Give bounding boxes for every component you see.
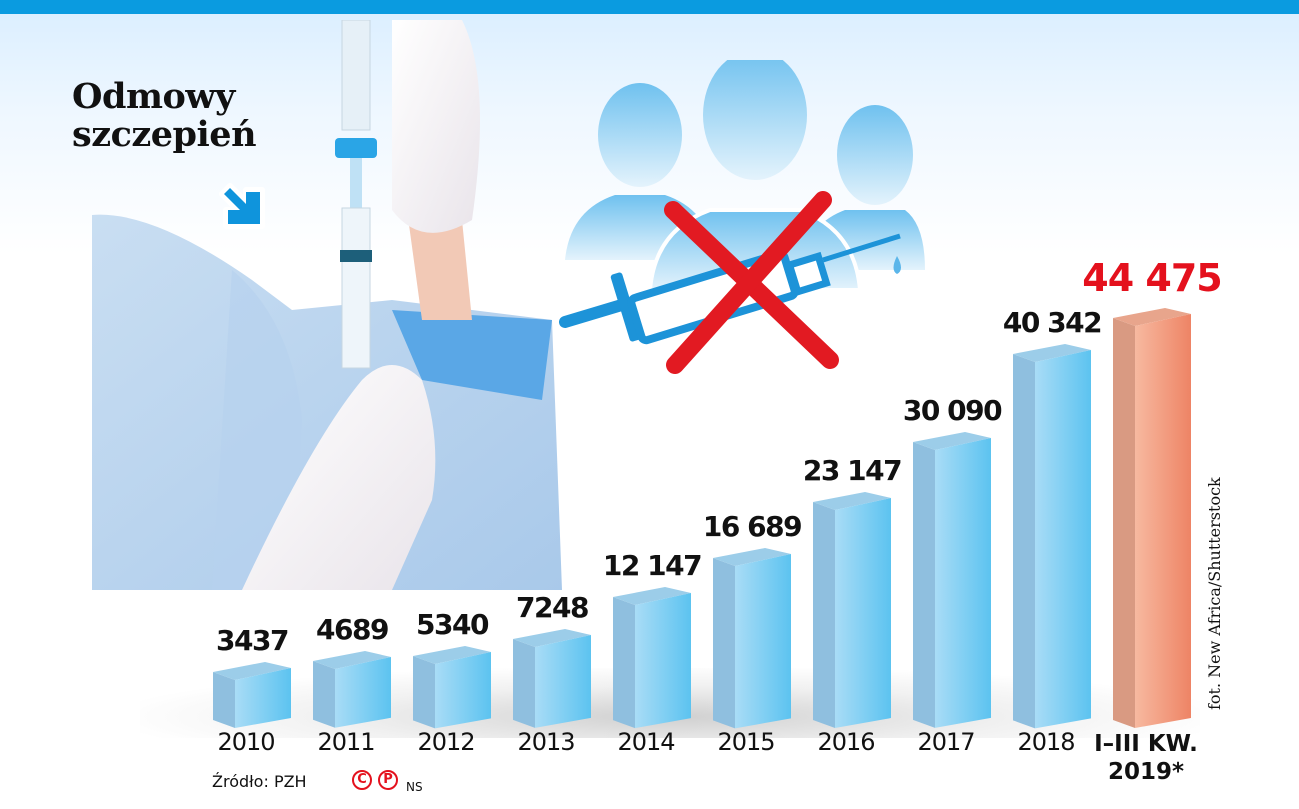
- bar-9: [1113, 306, 1191, 728]
- people-group-icon: [559, 60, 925, 374]
- x-axis-label: 2015: [717, 728, 775, 756]
- phonogram-icon: P: [378, 770, 398, 790]
- bar-value-label: 3437: [216, 624, 289, 657]
- bar-value-label: 40 342: [1002, 305, 1103, 339]
- bar-5: [713, 546, 791, 728]
- x-axis-label: 2010: [217, 728, 275, 756]
- bar-value-label: 4689: [316, 613, 389, 647]
- x-axis-label: 2017: [917, 728, 975, 756]
- bar-0: [213, 660, 291, 728]
- copyright-icon: C: [352, 770, 372, 790]
- bar-4: [613, 585, 691, 728]
- title-line-2: szczepień: [72, 114, 257, 155]
- agency-label: NS: [406, 780, 423, 794]
- source-label: Źródło: PZH: [212, 772, 307, 791]
- bar-value-label: 7248: [516, 591, 589, 625]
- top-accent-bar: [0, 0, 1299, 14]
- bar-value-label: 23 147: [802, 453, 903, 487]
- photo-credit: fot. New Africa/Shutterstock: [1205, 477, 1224, 710]
- title-line-1: Odmowy: [72, 76, 235, 117]
- bar-3: [513, 627, 591, 728]
- bar-6: [813, 490, 891, 728]
- nurse-syringe-photo: [92, 20, 562, 590]
- bar-value-label: 5340: [416, 607, 489, 641]
- page-title: Odmowy szczepień: [72, 76, 257, 155]
- bar-value-label: 12 147: [602, 548, 703, 582]
- x-axis-label: I–III KW. 2019*: [1094, 731, 1198, 785]
- x-axis-label: 2012: [417, 728, 475, 756]
- bar-value-label: 44 475: [1082, 256, 1222, 300]
- x-axis-label: 2013: [517, 728, 575, 756]
- x-axis-label: 2014: [617, 728, 675, 756]
- x-axis-label: 2011: [317, 728, 375, 756]
- bar-7: [913, 430, 991, 728]
- x-axis-label: 2016: [817, 728, 875, 756]
- bar-value-label: 16 689: [702, 509, 803, 543]
- arrow-down-right-icon: [219, 183, 265, 229]
- x-axis-label: 2018: [1017, 728, 1075, 756]
- bar-1: [313, 649, 391, 728]
- bar-8: [1013, 342, 1091, 728]
- red-x-icon: [664, 191, 839, 374]
- bar-2: [413, 644, 491, 728]
- bar-value-label: 30 090: [902, 394, 1003, 428]
